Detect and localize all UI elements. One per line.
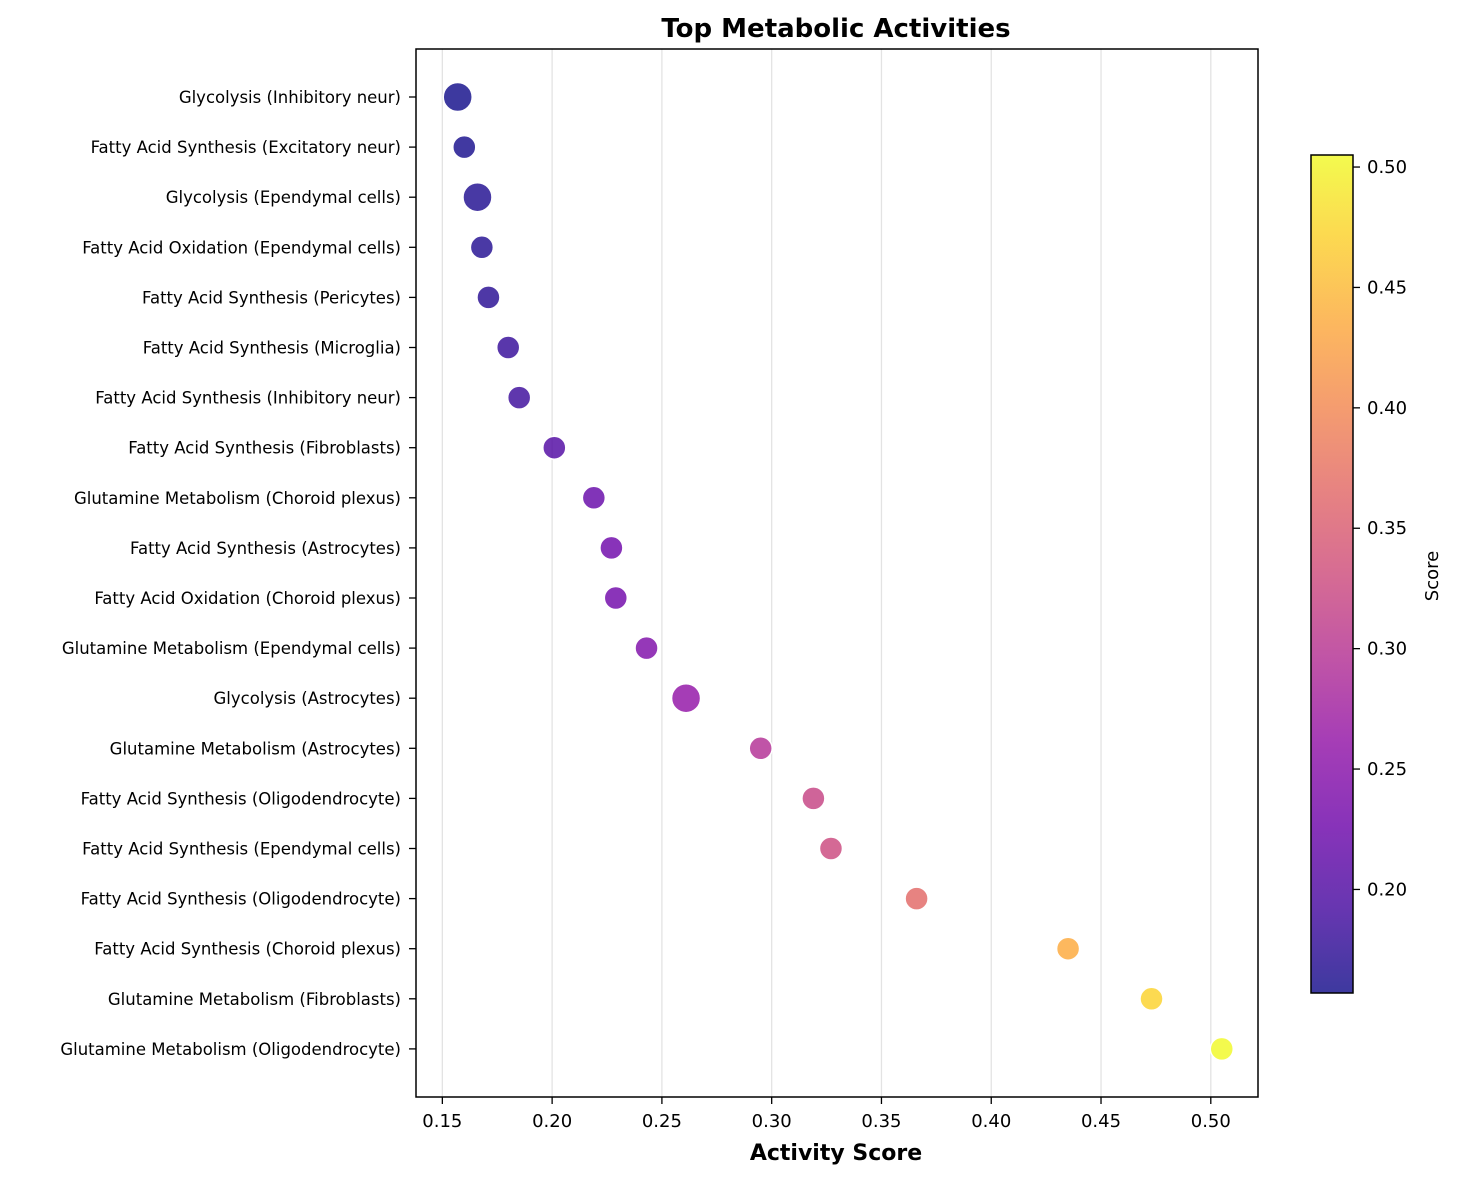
colorbar-tick-label: 0.30 xyxy=(1367,639,1407,660)
x-tick-label: 0.30 xyxy=(752,1111,792,1132)
y-category-label: Fatty Acid Synthesis (Astrocytes) xyxy=(130,539,401,558)
y-axis: Glycolysis (Inhibitory neur) Fatty Acid S… xyxy=(60,88,416,1059)
y-category-label: Glutamine Metabolism (Choroid plexus) xyxy=(74,489,401,508)
x-tick-label: 0.25 xyxy=(642,1111,682,1132)
y-category-label: Glycolysis (Inhibitory neur) xyxy=(179,88,401,107)
y-category-label: Fatty Acid Synthesis (Pericytes) xyxy=(142,288,401,307)
x-tick-label: 0.40 xyxy=(971,1111,1011,1132)
y-category-label: Fatty Acid Synthesis (Oligodendrocyte) xyxy=(81,890,401,909)
y-category-label: Glutamine Metabolism (Ependymal cells) xyxy=(62,639,401,658)
data-point xyxy=(801,786,826,811)
x-axis: 0.15 0.20 0.25 0.30 0.35 0.40 0.45 0.50 xyxy=(422,1097,1231,1132)
x-tick-label: 0.35 xyxy=(861,1111,901,1132)
y-category-label: Glutamine Metabolism (Astrocytes) xyxy=(110,739,401,758)
y-category-label: Fatty Acid Synthesis (Excitatory neur) xyxy=(91,138,401,157)
data-point xyxy=(904,886,929,911)
data-point xyxy=(495,335,521,360)
data-point xyxy=(581,485,607,511)
data-point xyxy=(748,736,773,761)
y-category-label: Fatty Acid Synthesis (Ependymal cells) xyxy=(82,840,401,859)
x-tick-label: 0.20 xyxy=(532,1111,572,1132)
y-category-label: Fatty Acid Synthesis (Microglia) xyxy=(143,339,401,358)
data-point xyxy=(469,235,495,260)
x-axis-label: Activity Score xyxy=(750,1141,922,1166)
data-point xyxy=(452,134,477,160)
x-tick-label: 0.50 xyxy=(1191,1111,1231,1132)
data-point xyxy=(542,435,567,460)
y-category-label: Glutamine Metabolism (Oligodendrocyte) xyxy=(60,1040,401,1059)
colorbar-label: Score xyxy=(1422,551,1443,601)
colorbar: 0.20 0.25 0.30 0.35 0.40 0.45 0.50 Score xyxy=(1310,154,1443,994)
y-category-label: Fatty Acid Synthesis (Oligodendrocyte) xyxy=(81,789,401,808)
colorbar-tick-label: 0.25 xyxy=(1367,759,1407,780)
y-category-label: Fatty Acid Synthesis (Fibroblasts) xyxy=(128,439,401,458)
data-point xyxy=(670,682,702,714)
data-point xyxy=(442,81,473,113)
grid-lines xyxy=(441,49,1212,1097)
colorbar-tick-label: 0.35 xyxy=(1367,518,1407,539)
x-tick-label: 0.15 xyxy=(422,1111,462,1132)
plot-area-frame xyxy=(415,48,1259,1098)
data-point xyxy=(603,585,629,611)
data-point xyxy=(634,635,659,661)
data-point xyxy=(462,181,493,213)
data-point xyxy=(599,535,624,561)
y-category-label: Fatty Acid Synthesis (Inhibitory neur) xyxy=(95,389,401,408)
y-category-label: Glycolysis (Ependymal cells) xyxy=(166,188,401,207)
data-point xyxy=(1209,1036,1235,1062)
chart-title: Top Metabolic Activities xyxy=(661,14,1010,44)
data-point xyxy=(1055,936,1081,961)
data-point xyxy=(818,836,844,861)
data-points xyxy=(442,81,1235,1062)
colorbar-frame xyxy=(1310,154,1354,994)
colorbar-tick-label: 0.45 xyxy=(1367,277,1407,298)
data-point xyxy=(506,385,532,410)
colorbar-gradient xyxy=(1311,155,1353,993)
y-category-label: Fatty Acid Oxidation (Choroid plexus) xyxy=(94,589,401,608)
data-point xyxy=(476,285,501,310)
y-category-label: Fatty Acid Synthesis (Choroid plexus) xyxy=(94,940,401,959)
y-category-label: Glycolysis (Astrocytes) xyxy=(214,689,401,708)
x-tick-label: 0.45 xyxy=(1081,1111,1121,1132)
y-category-label: Glutamine Metabolism (Fibroblasts) xyxy=(108,990,401,1009)
colorbar-tick-label: 0.20 xyxy=(1367,879,1407,900)
colorbar-tick-label: 0.40 xyxy=(1367,398,1407,419)
colorbar-tick-label: 0.50 xyxy=(1367,157,1407,178)
data-point xyxy=(1139,986,1164,1012)
y-category-label: Fatty Acid Oxidation (Ependymal cells) xyxy=(82,238,401,257)
